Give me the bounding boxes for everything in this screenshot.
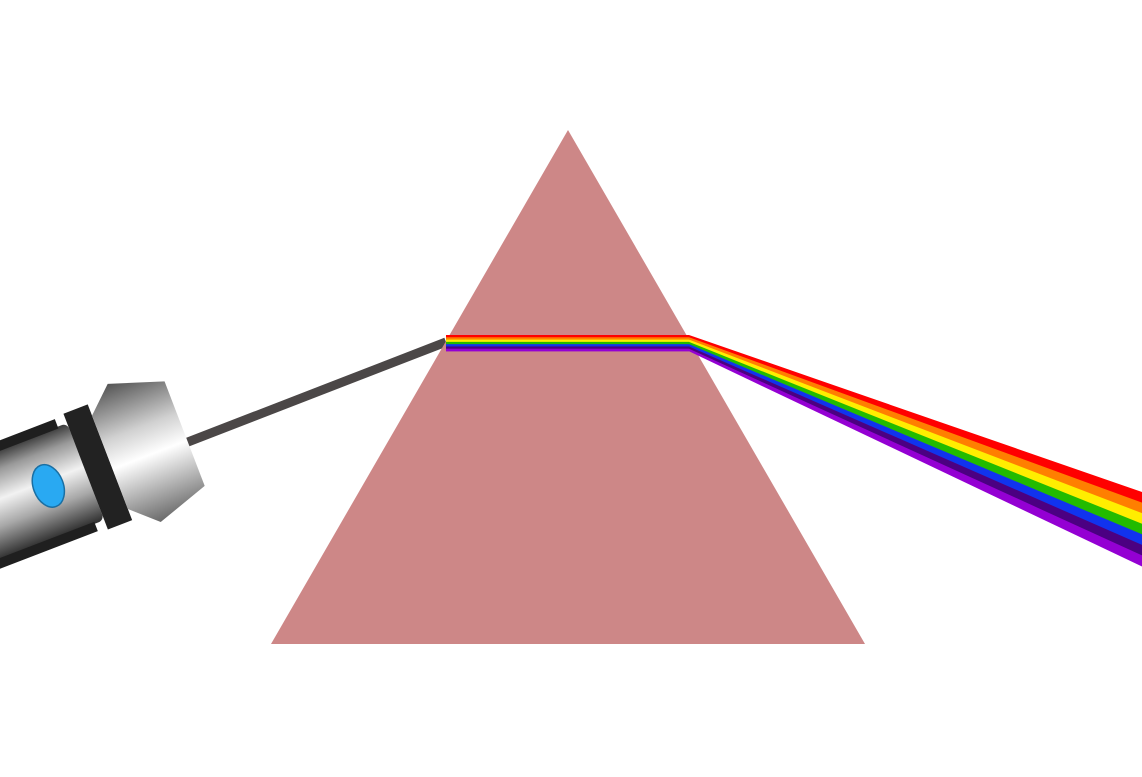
flashlight-ring xyxy=(63,404,133,530)
internal-band-red xyxy=(446,335,689,338)
spectrum-band-yellow xyxy=(689,339,1142,525)
flashlight-grip-bottom xyxy=(0,521,98,578)
internal-band-indigo xyxy=(446,346,689,350)
internal-band-green xyxy=(446,341,689,345)
internal-band-blue xyxy=(446,344,689,347)
spectrum-band-blue xyxy=(689,344,1142,546)
spectrum-band-violet xyxy=(689,348,1142,567)
flashlight-button-icon xyxy=(31,463,66,508)
spectrum-band-red xyxy=(689,335,1142,504)
spectrum-band-orange xyxy=(689,337,1142,514)
internal-band-violet xyxy=(446,348,689,352)
flashlight-grip-top xyxy=(0,419,59,476)
internal-spectrum-band xyxy=(446,335,689,352)
internal-band-yellow xyxy=(446,339,689,343)
flashlight-icon xyxy=(0,381,205,578)
prism xyxy=(271,130,865,644)
spectrum-band-indigo xyxy=(689,346,1142,556)
internal-band-orange xyxy=(446,337,689,340)
spectrum-band-green xyxy=(689,341,1142,535)
incident-light-beam xyxy=(173,337,448,452)
dispersed-spectrum xyxy=(689,335,1142,567)
flashlight-head xyxy=(92,381,205,523)
